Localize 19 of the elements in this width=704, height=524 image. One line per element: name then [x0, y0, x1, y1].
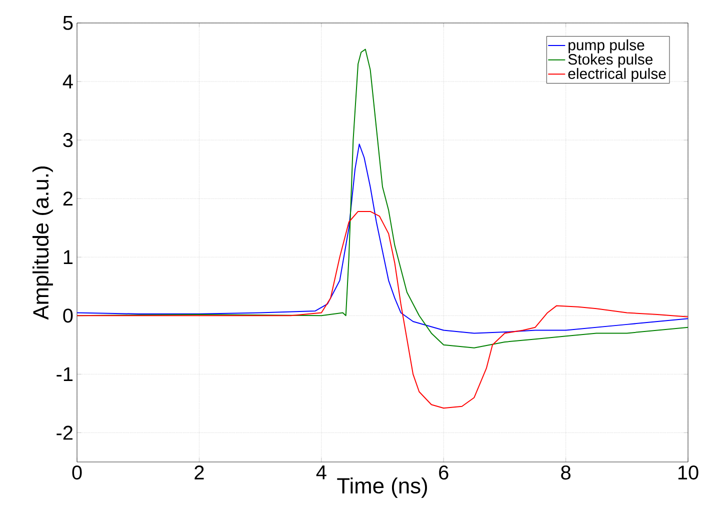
legend-label: Stokes pulse — [568, 54, 653, 68]
y-tick-label: 1 — [64, 250, 73, 264]
y-tick-label: 2 — [63, 192, 72, 206]
y-axis-title: Amplitude (a.u.) — [32, 166, 53, 320]
legend-label: electrical pulse — [568, 68, 666, 82]
y-tick-label: 0 — [63, 308, 73, 323]
y-tick-label: -1 — [56, 367, 73, 382]
y-tick-label: 5 — [63, 16, 73, 30]
x-tick-label: 6 — [439, 466, 448, 480]
x-tick-label: 2 — [194, 466, 204, 480]
y-tick-label: 4 — [62, 74, 73, 88]
x-tick-label: 8 — [561, 466, 570, 480]
legend-label: pump pulse — [568, 39, 644, 54]
x-tick-label: 10 — [678, 466, 698, 480]
x-tick-label: 4 — [316, 466, 326, 480]
x-tick-label: 0 — [72, 466, 82, 480]
y-tick-label: -2 — [56, 426, 72, 440]
x-axis-title: Time (ns) — [337, 477, 427, 498]
y-tick-label: 3 — [63, 133, 73, 148]
